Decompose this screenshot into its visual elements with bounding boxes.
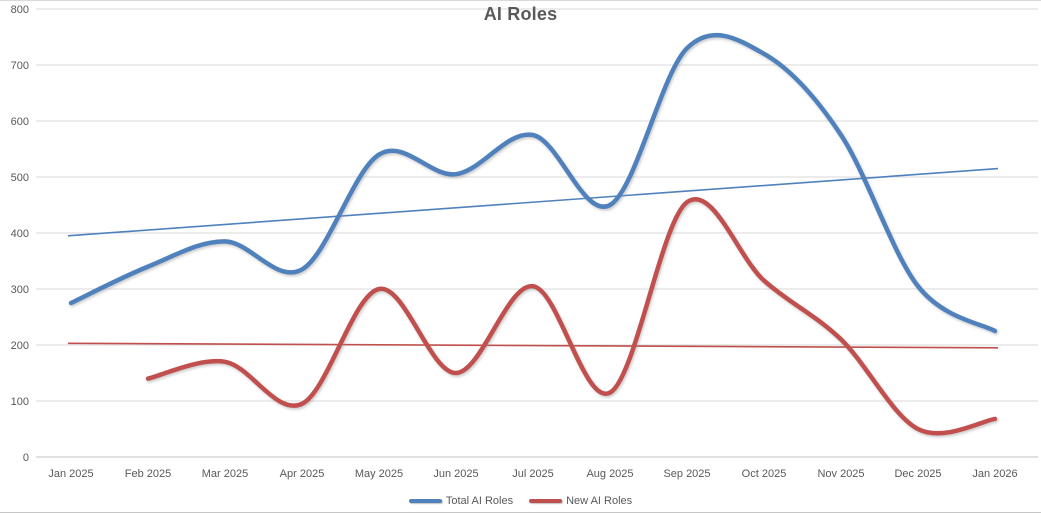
y-axis-label: 400 <box>11 228 29 240</box>
series-line-new-ai-roles <box>145 197 998 436</box>
legend-item-total-ai-roles[interactable]: Total AI Roles <box>408 495 514 507</box>
legend-label-new-ai-roles: New AI Roles <box>566 495 633 507</box>
legend-swatch-new-ai-roles <box>529 499 563 503</box>
trendline-total-ai-roles <box>67 167 999 237</box>
legend: Total AI Roles New AI Roles <box>0 495 1041 507</box>
y-axis-label: 300 <box>11 284 29 296</box>
x-axis-label: Apr 2025 <box>280 468 325 480</box>
legend-item-new-ai-roles[interactable]: New AI Roles <box>529 495 632 507</box>
x-axis-label: Mar 2025 <box>202 468 248 480</box>
x-axis-label: Jan 2026 <box>972 468 1017 480</box>
legend-swatch-total-ai-roles <box>408 499 442 503</box>
y-axis-label: 700 <box>11 60 29 72</box>
x-axis-label: Dec 2025 <box>894 468 941 480</box>
y-axis-label: 0 <box>23 452 29 464</box>
x-axis-label: Oct 2025 <box>742 468 787 480</box>
x-axis-label: Nov 2025 <box>817 468 864 480</box>
y-axis-label: 200 <box>11 340 29 352</box>
trendline-new-ai-roles <box>67 342 999 349</box>
x-axis-label: Jan 2025 <box>48 468 93 480</box>
x-axis-label: Sep 2025 <box>663 468 710 480</box>
legend-label-total-ai-roles: Total AI Roles <box>445 495 514 507</box>
x-axis-label: Jun 2025 <box>433 468 478 480</box>
y-axis-label: 500 <box>11 172 29 184</box>
y-axis-label: 800 <box>11 4 29 16</box>
y-axis-label: 600 <box>11 116 29 128</box>
x-axis-label: Jul 2025 <box>512 468 554 480</box>
x-axis-label: Feb 2025 <box>125 468 171 480</box>
x-axis-label: May 2025 <box>355 468 403 480</box>
chart-title: AI Roles <box>483 4 558 24</box>
series-line-total-ai-roles <box>68 32 998 334</box>
x-axis-label: Aug 2025 <box>586 468 633 480</box>
y-axis-label: 100 <box>11 396 29 408</box>
